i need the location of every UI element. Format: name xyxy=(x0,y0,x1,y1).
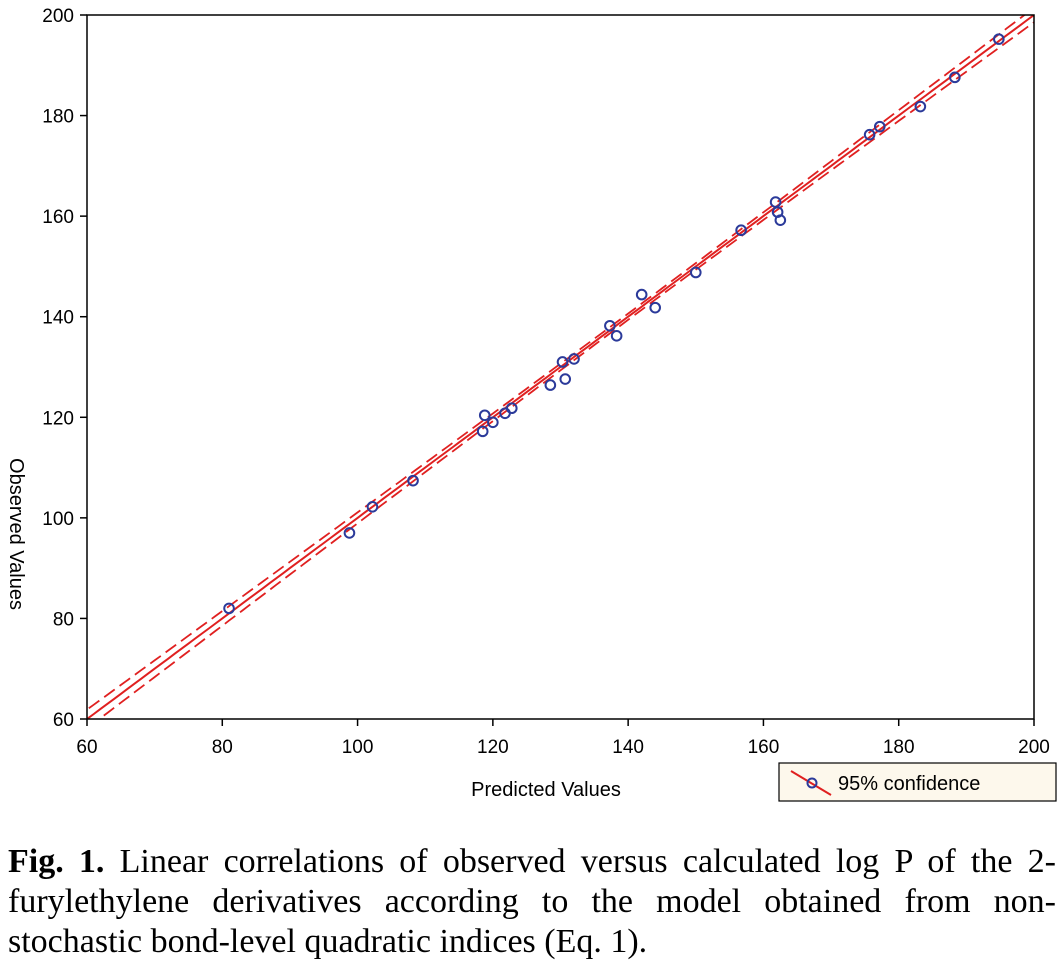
data-point xyxy=(499,407,511,420)
legend-marker-sample xyxy=(806,777,818,789)
x-axis-title: Predicted Values xyxy=(471,779,621,801)
data-point xyxy=(556,356,569,368)
data-point xyxy=(223,602,235,615)
y-tick-label: 60 xyxy=(53,710,74,731)
data-point xyxy=(343,527,356,539)
data-point xyxy=(366,500,379,513)
x-tick-label: 120 xyxy=(477,737,509,758)
y-tick-label: 180 xyxy=(42,107,74,128)
y-tick-label: 160 xyxy=(42,207,74,228)
data-point xyxy=(478,409,491,422)
data-point xyxy=(769,196,782,208)
caption-label: Fig. 1. xyxy=(8,843,105,880)
data-point xyxy=(568,353,580,365)
data-point xyxy=(774,214,787,226)
y-tick-label: 200 xyxy=(42,6,74,27)
y-tick-label: 120 xyxy=(42,408,74,429)
x-tick-label: 60 xyxy=(76,737,97,758)
y-tick-label: 140 xyxy=(42,308,74,329)
data-point xyxy=(487,416,499,429)
confidence-lower-line xyxy=(97,21,1034,719)
data-point xyxy=(914,100,927,113)
legend: 95% confidence xyxy=(778,762,1057,802)
data-point xyxy=(689,266,702,279)
data-point xyxy=(993,33,1005,45)
y-tick-label: 80 xyxy=(53,609,74,630)
x-tick-label: 160 xyxy=(748,737,780,758)
data-point xyxy=(544,379,557,391)
legend-label: 95% confidence xyxy=(838,773,980,795)
plot-frame xyxy=(86,14,1035,720)
data-point xyxy=(635,288,648,301)
caption-text: Linear correlations of observed versus c… xyxy=(8,843,1056,960)
x-tick-label: 80 xyxy=(212,737,233,758)
x-tick-label: 140 xyxy=(612,737,644,758)
data-point xyxy=(407,474,419,487)
y-axis-title: Observed Values xyxy=(5,458,27,610)
data-point xyxy=(735,224,747,237)
data-point xyxy=(610,330,623,342)
chart: 60 80 100 120 140 160 180 200 60 80 100 120 140 160 18… xyxy=(5,6,1057,802)
data-point xyxy=(505,402,518,415)
legend-box xyxy=(778,762,1057,802)
data-point xyxy=(604,319,616,332)
data-point xyxy=(476,425,489,438)
data-point xyxy=(863,128,876,141)
y-tick-label: 100 xyxy=(42,509,74,530)
figure-caption: Fig. 1. Linear correlations of observed … xyxy=(8,842,1056,962)
confidence-upper-line xyxy=(87,15,1026,711)
data-point xyxy=(649,301,662,314)
data-point xyxy=(873,120,886,133)
data-point xyxy=(949,71,961,84)
x-tick-label: 100 xyxy=(342,737,374,758)
legend-line-sample xyxy=(790,770,832,796)
x-tick-label: 200 xyxy=(1018,737,1050,758)
data-point xyxy=(559,373,572,385)
x-tick-label: 180 xyxy=(883,737,915,758)
